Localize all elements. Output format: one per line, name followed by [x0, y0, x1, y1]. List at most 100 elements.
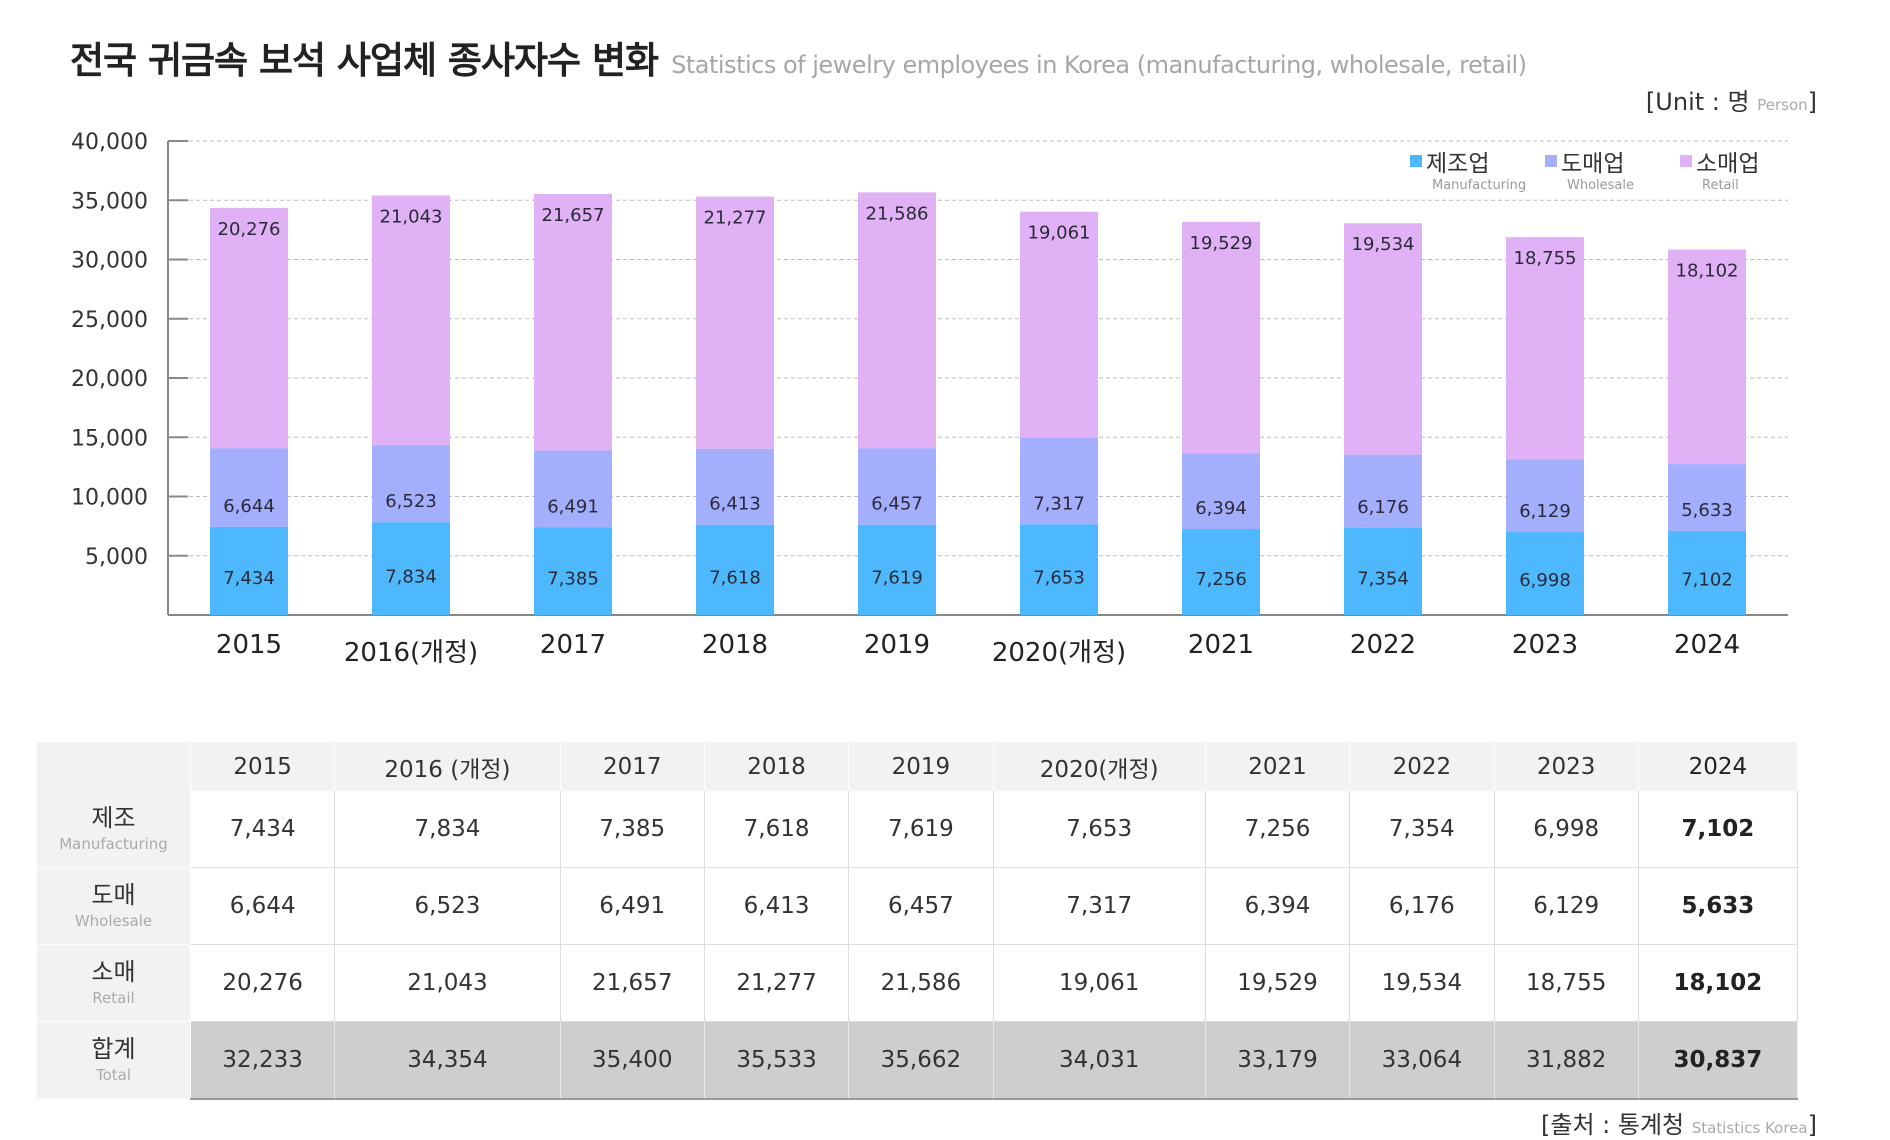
data-label-wholesale: 5,633: [1681, 500, 1733, 521]
data-label-manufacturing: 7,834: [385, 567, 437, 588]
table-header-cell: 2015: [190, 742, 336, 791]
bar-segment-retail: [1506, 237, 1584, 460]
y-tick-label: 20,000: [71, 367, 148, 392]
x-axis-labels: 2015 2016(개정) 2017 2018 2019 2020(개정) 2021 2022…: [216, 630, 1740, 668]
x-category-label: 2018: [702, 630, 768, 660]
data-label-retail: 18,755: [1514, 248, 1577, 269]
bar-segment-manufacturing: [1182, 529, 1260, 615]
table-header-cell: 2018: [704, 742, 850, 791]
table-cell: 30,837: [1638, 1021, 1799, 1100]
table-cell: 6,644: [190, 867, 336, 945]
table-cell: 6,457: [848, 867, 994, 945]
legend-label-en: Manufacturing: [1432, 178, 1527, 193]
x-category-label: 2016(개정): [344, 638, 478, 668]
table-cell: 19,529: [1205, 944, 1351, 1022]
data-label-retail: 18,102: [1676, 261, 1739, 282]
row-header-ko: 소매: [91, 958, 136, 986]
table-cell: 7,354: [1349, 791, 1495, 868]
legend-label-en: Wholesale: [1567, 178, 1635, 193]
table-cell: 5,633: [1638, 867, 1799, 945]
bar-segment-wholesale: [210, 448, 288, 527]
y-tick-label: 10,000: [71, 486, 148, 511]
data-label-retail: 19,534: [1352, 234, 1415, 255]
legend-label-en: Retail: [1702, 178, 1739, 193]
bar-segment-retail: [534, 193, 612, 451]
legend-label-ko: 제조업: [1426, 151, 1490, 177]
bar-segment-wholesale: [696, 448, 774, 525]
data-label-wholesale: 7,317: [1033, 493, 1085, 514]
table-cell: 7,618: [704, 791, 850, 868]
bar-segment-manufacturing: [696, 524, 774, 615]
table-cell: 7,434: [190, 791, 336, 868]
table-corner: [37, 742, 191, 791]
table-cell: 21,277: [704, 944, 850, 1022]
table-header-cell: 2022: [1349, 742, 1495, 791]
x-category-label: 2021: [1188, 630, 1254, 660]
title-english: Statistics of jewelry employees in Korea…: [671, 51, 1527, 79]
y-tick-label: 5,000: [85, 545, 148, 570]
data-label-manufacturing: 7,256: [1195, 569, 1247, 590]
legend-label-ko: 도매업: [1561, 151, 1625, 177]
x-category-label: 2017: [540, 630, 606, 660]
data-label-manufacturing: 7,653: [1033, 567, 1085, 588]
y-tick-label: 15,000: [71, 426, 148, 451]
legend-item-retail: 소매업 Retail: [1680, 144, 1815, 193]
table-row-manufacturing: 제조 Manufacturing 7,434 7,834 7,385 7,618 7,619…: [37, 791, 1799, 868]
table-row-wholesale: 도매 Wholesale 6,644 6,523 6,491 6,413 6,457 7,31…: [37, 867, 1799, 945]
x-category-label: 2022: [1350, 630, 1416, 660]
data-label-manufacturing: 7,385: [547, 568, 599, 589]
table-header-cell: 2016 (개정): [334, 742, 561, 791]
table-cell: 32,233: [190, 1021, 336, 1100]
data-label-manufacturing: 7,102: [1681, 570, 1733, 591]
table-cell: 21,586: [848, 944, 994, 1022]
table-cell: 6,998: [1494, 791, 1639, 868]
row-header-en: Wholesale: [74, 912, 153, 930]
table-cell: 18,102: [1638, 944, 1799, 1022]
row-header-en: Manufacturing: [59, 835, 168, 853]
bar-segment-manufacturing: [1344, 527, 1422, 615]
table-cell: 7,834: [334, 791, 561, 868]
bar-segment-manufacturing: [372, 522, 450, 615]
row-header-ko: 도매: [91, 881, 136, 909]
bar-segment-wholesale: [372, 444, 450, 523]
data-label-wholesale: 6,394: [1195, 498, 1247, 519]
x-category-label: 2023: [1512, 630, 1578, 660]
row-header-ko: 제조: [91, 804, 136, 832]
table-header-cell: 2020(개정): [993, 742, 1206, 791]
table-cell: 33,064: [1349, 1021, 1495, 1100]
bar-segment-wholesale: [1020, 437, 1098, 525]
bar-segment-wholesale: [1506, 459, 1584, 533]
bar-segment-wholesale: [534, 450, 612, 528]
data-label-retail: 19,529: [1190, 233, 1253, 254]
table-cell: 7,317: [993, 867, 1206, 945]
table-cell: 6,176: [1349, 867, 1495, 945]
source-suffix: ]: [1807, 1111, 1817, 1139]
legend-item-wholesale: 도매업 Wholesale: [1545, 144, 1680, 193]
unit-label: [Unit : 명 Person]: [1646, 82, 1817, 117]
table-cell: 35,533: [704, 1021, 850, 1100]
table-cell: 35,400: [560, 1021, 705, 1100]
table-cell: 35,662: [848, 1021, 994, 1100]
table-cell: 6,413: [704, 867, 850, 945]
stacked-bar-chart: 5,000 10,000 15,000 20,000 25,000 30,000 35,00…: [71, 130, 1788, 668]
table-cell: 6,394: [1205, 867, 1351, 945]
data-label-manufacturing: 6,998: [1519, 570, 1571, 591]
table-cell: 19,534: [1349, 944, 1495, 1022]
data-label-manufacturing: 7,619: [871, 567, 923, 588]
bar-segment-retail: [1668, 249, 1746, 465]
title-korean: 전국 귀금속 보석 사업체 종사자수 변화: [70, 39, 659, 82]
data-label-retail: 21,277: [704, 208, 767, 229]
row-header-ko: 합계: [91, 1035, 136, 1064]
row-header-en: Total: [95, 1066, 132, 1085]
table-cell: 33,179: [1205, 1021, 1351, 1100]
bar-segment-wholesale: [1182, 453, 1260, 530]
x-category-label: 2020(개정): [992, 638, 1126, 668]
data-label-manufacturing: 7,354: [1357, 568, 1409, 589]
table-cell: 6,523: [334, 867, 561, 945]
legend-swatch-manufacturing: [1410, 155, 1422, 167]
table-cell: 7,653: [993, 791, 1206, 868]
data-label-retail: 19,061: [1028, 223, 1091, 244]
table-row-retail: 소매 Retail 20,276 21,043 21,657 21,277 21,586 19…: [37, 944, 1799, 1022]
table-cell: 34,354: [334, 1021, 561, 1100]
table-cell: 6,491: [560, 867, 705, 945]
